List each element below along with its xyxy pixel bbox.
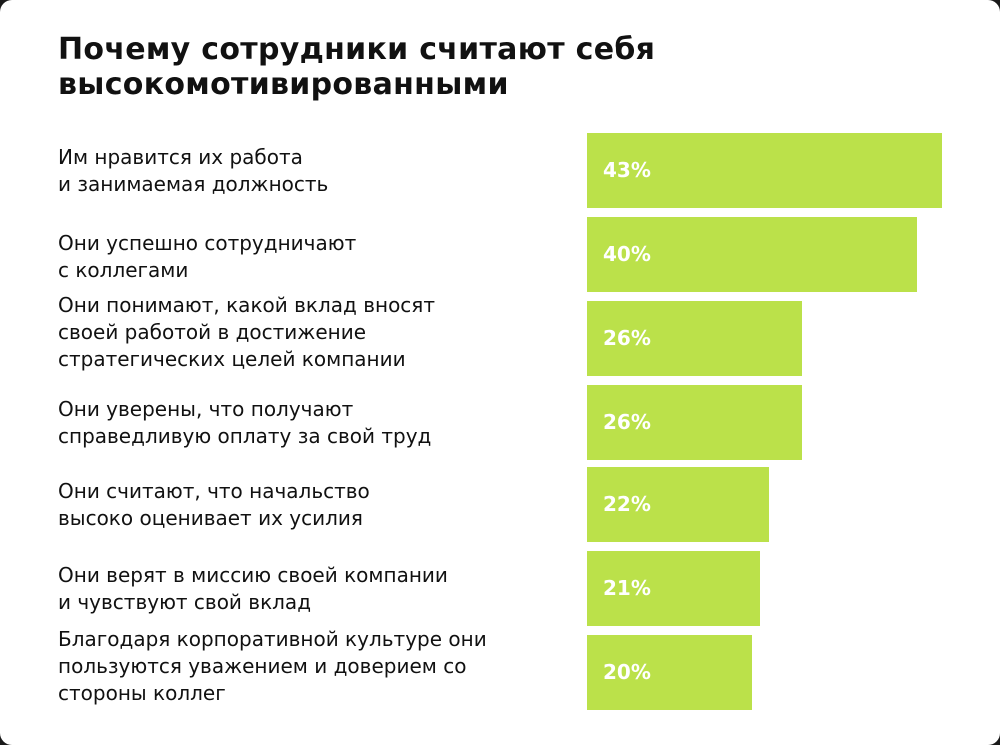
bar: 22% [587, 467, 769, 542]
category-label: Благодаря корпоративной культуре они пол… [58, 627, 487, 705]
bar-value-label: 43% [603, 158, 651, 182]
bar: 40% [587, 217, 917, 292]
category-label: Они понимают, какой вклад вносят своей р… [58, 293, 435, 371]
bar: 21% [587, 551, 760, 626]
bar-value-label: 22% [603, 492, 651, 516]
bar-value-label: 21% [603, 576, 651, 600]
category-label: Они успешно сотрудничают с коллегами [58, 230, 357, 282]
category-label: Они уверены, что получают справедливую о… [58, 396, 432, 448]
bar-value-label: 40% [603, 242, 651, 266]
bar: 26% [587, 301, 802, 376]
bar: 26% [587, 385, 802, 460]
category-label: Им нравится их работа и занимаемая должн… [58, 144, 329, 196]
bar: 20% [587, 635, 752, 710]
bar-value-label: 26% [603, 410, 651, 434]
bar: 43% [587, 133, 942, 208]
chart-title: Почему сотрудники считают себя высокомот… [58, 32, 656, 102]
bar-value-label: 26% [603, 326, 651, 350]
bar-value-label: 20% [603, 660, 651, 684]
category-label: Они считают, что начальство высоко оцени… [58, 478, 370, 530]
category-label: Они верят в миссию своей компании и чувс… [58, 562, 448, 614]
